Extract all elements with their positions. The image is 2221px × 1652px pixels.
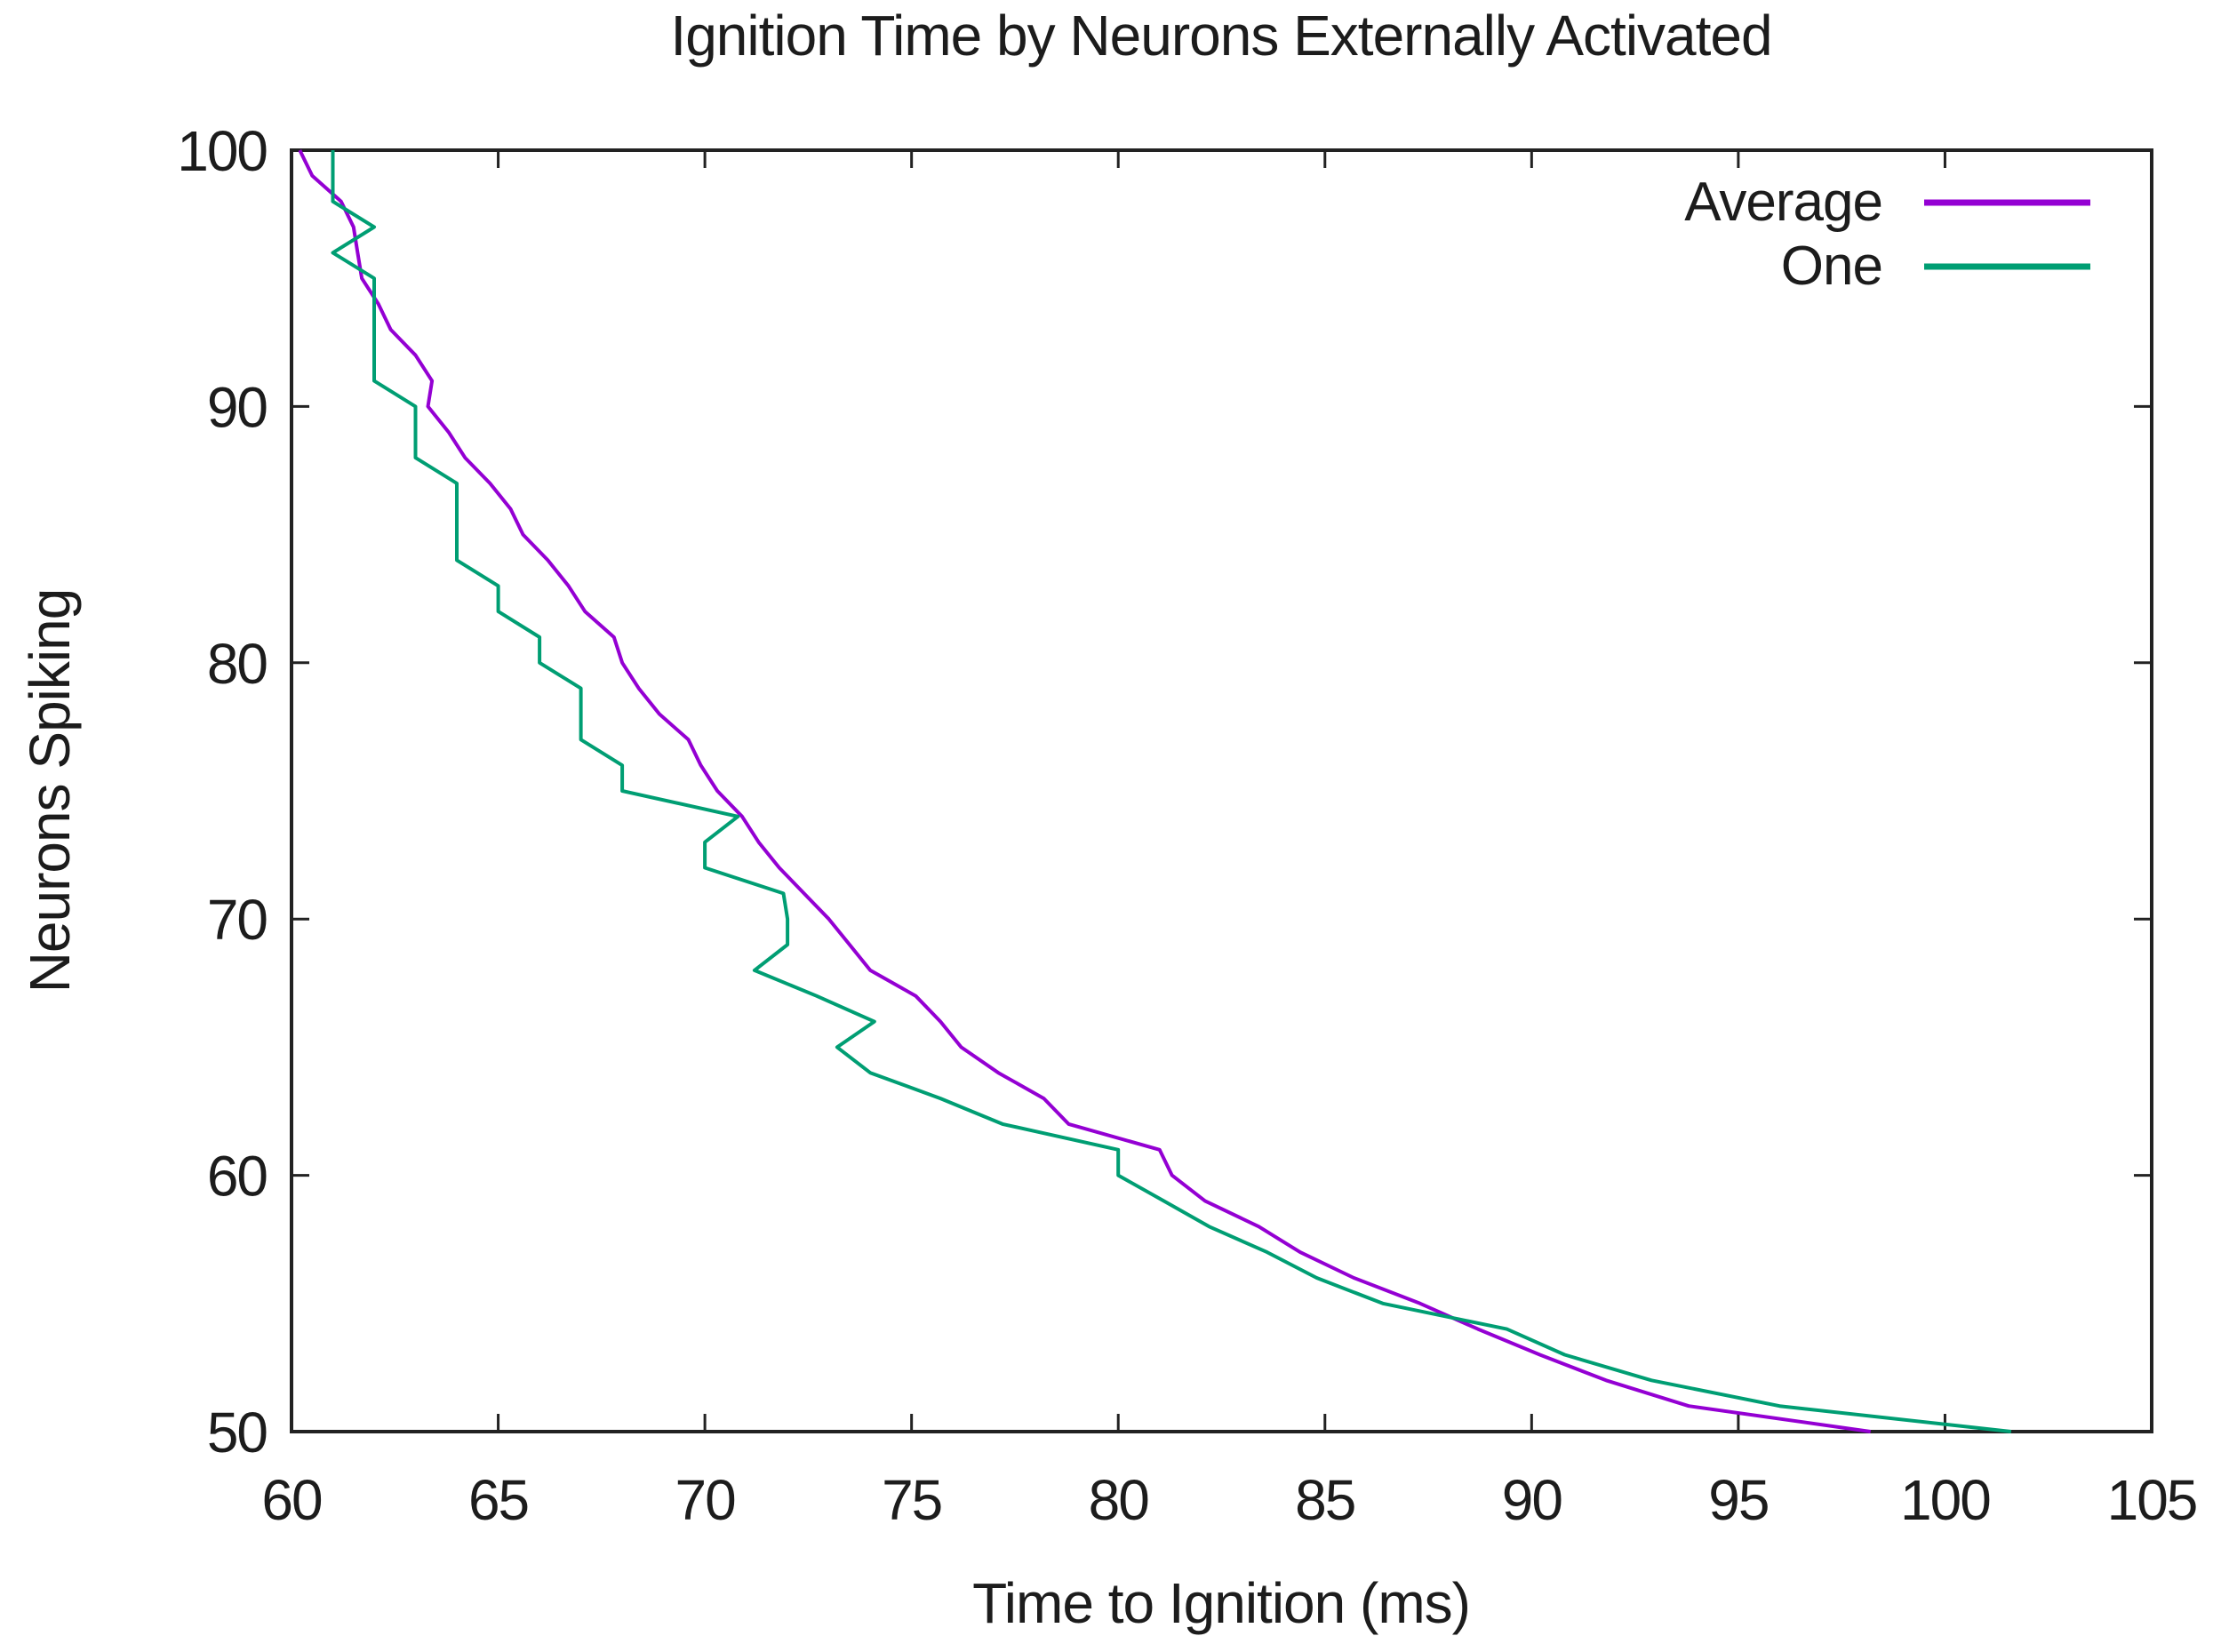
x-tick-label: 60 xyxy=(261,1468,322,1532)
x-tick-label: 95 xyxy=(1708,1468,1768,1532)
legend-label-one: One xyxy=(1781,235,1882,297)
series-line-one xyxy=(331,150,2012,1433)
y-tick-label: 50 xyxy=(207,1401,268,1464)
x-tick-label: 100 xyxy=(1900,1468,1990,1532)
axis-ticks xyxy=(290,148,2153,1433)
plot-border xyxy=(290,148,2153,1433)
x-tick-label: 70 xyxy=(675,1468,736,1532)
x-tick-label: 80 xyxy=(1089,1468,1149,1532)
legend: Average One xyxy=(1684,172,2090,297)
y-tick-label: 90 xyxy=(207,375,268,439)
legend-label-average: Average xyxy=(1684,172,1882,233)
data-series xyxy=(298,149,2012,1433)
y-tick-label: 60 xyxy=(207,1145,268,1209)
y-tick-label: 70 xyxy=(207,888,268,952)
x-tick-label: 75 xyxy=(882,1468,941,1532)
series-line-average xyxy=(298,149,1871,1433)
x-tick-label: 65 xyxy=(468,1468,528,1532)
x-axis-label: Time to Ignition (ms) xyxy=(972,1571,1470,1635)
x-tick-label: 90 xyxy=(1502,1468,1562,1532)
x-tick-label: 105 xyxy=(2107,1468,2197,1532)
x-tick-label: 85 xyxy=(1295,1468,1354,1532)
y-tick-label: 100 xyxy=(177,119,267,183)
chart-title: Ignition Time by Neurons Externally Acti… xyxy=(670,4,1771,68)
y-axis-label: Neurons Spiking xyxy=(18,589,82,994)
y-tick-label: 80 xyxy=(207,632,268,696)
